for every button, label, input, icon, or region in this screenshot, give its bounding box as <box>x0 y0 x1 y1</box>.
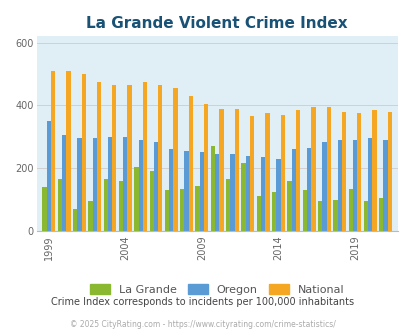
Bar <box>77 138 81 231</box>
Bar <box>97 82 101 231</box>
Bar <box>73 209 77 231</box>
Bar <box>367 138 371 231</box>
Bar <box>47 121 51 231</box>
Bar <box>153 142 158 231</box>
Bar <box>103 179 108 231</box>
Bar <box>271 192 276 231</box>
Bar <box>317 201 322 231</box>
Bar <box>108 137 112 231</box>
Bar <box>326 107 330 231</box>
Bar <box>241 163 245 231</box>
Bar <box>51 71 55 231</box>
Bar <box>210 146 215 231</box>
Text: Crime Index corresponds to incidents per 100,000 inhabitants: Crime Index corresponds to incidents per… <box>51 297 354 307</box>
Bar <box>62 135 66 231</box>
Bar <box>264 113 269 231</box>
Bar <box>123 137 127 231</box>
Bar <box>42 187 47 231</box>
Bar <box>219 109 223 231</box>
Bar <box>352 140 356 231</box>
Bar <box>306 148 311 231</box>
Bar <box>333 200 337 231</box>
Text: © 2025 CityRating.com - https://www.cityrating.com/crime-statistics/: © 2025 CityRating.com - https://www.city… <box>70 319 335 329</box>
Bar <box>66 71 70 231</box>
Bar <box>245 156 249 231</box>
Bar <box>173 88 177 231</box>
Bar <box>158 85 162 231</box>
Bar <box>341 112 345 231</box>
Bar <box>302 190 306 231</box>
Bar <box>234 110 239 231</box>
Bar <box>88 201 92 231</box>
Bar <box>256 196 260 231</box>
Bar <box>92 138 97 231</box>
Bar <box>215 154 219 231</box>
Bar <box>138 140 143 231</box>
Bar <box>149 171 153 231</box>
Bar <box>260 157 264 231</box>
Bar <box>249 116 254 231</box>
Bar <box>378 198 383 231</box>
Bar <box>371 110 376 231</box>
Bar <box>81 74 85 231</box>
Bar <box>383 140 387 231</box>
Bar <box>119 181 123 231</box>
Bar <box>280 115 284 231</box>
Legend: La Grande, Oregon, National: La Grande, Oregon, National <box>85 280 348 299</box>
Bar <box>226 179 230 231</box>
Bar <box>291 149 295 231</box>
Title: La Grande Violent Crime Index: La Grande Violent Crime Index <box>86 16 347 31</box>
Bar <box>230 154 234 231</box>
Bar <box>204 104 208 231</box>
Bar <box>127 85 132 231</box>
Bar <box>337 140 341 231</box>
Bar <box>295 110 299 231</box>
Bar <box>134 167 138 231</box>
Bar <box>363 201 367 231</box>
Bar <box>180 189 184 231</box>
Bar <box>356 113 360 231</box>
Bar <box>188 96 192 231</box>
Bar <box>287 181 291 231</box>
Bar <box>199 152 204 231</box>
Bar <box>184 151 188 231</box>
Bar <box>112 85 116 231</box>
Bar <box>276 159 280 231</box>
Bar <box>387 112 391 231</box>
Bar <box>311 107 315 231</box>
Bar <box>164 190 169 231</box>
Bar <box>348 189 352 231</box>
Bar <box>169 149 173 231</box>
Bar <box>195 186 199 231</box>
Bar <box>143 82 147 231</box>
Bar <box>322 142 326 231</box>
Bar <box>58 179 62 231</box>
